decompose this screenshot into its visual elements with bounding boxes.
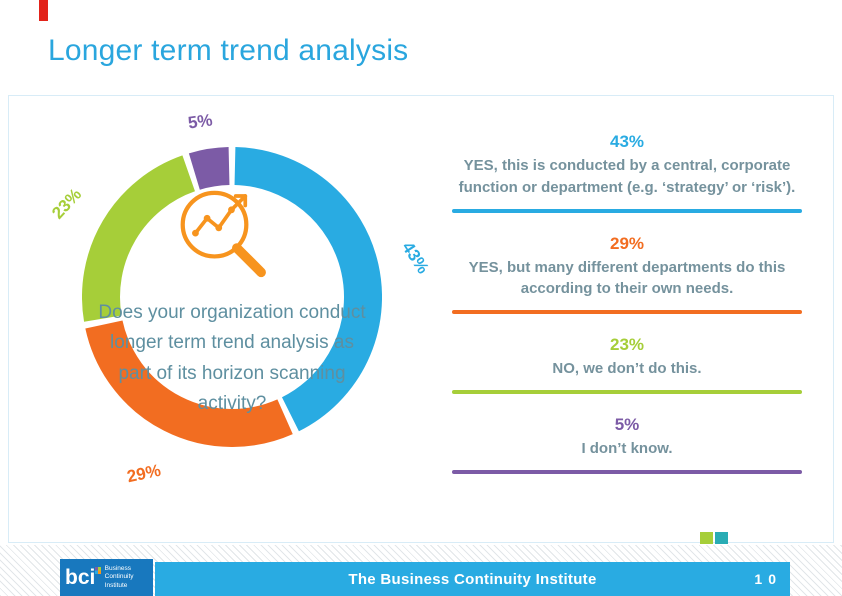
- deco-square: [715, 532, 728, 544]
- deco-square: [700, 532, 713, 544]
- red-accent-bar: [39, 0, 48, 21]
- donut-chart: [82, 147, 382, 447]
- legend-text: NO, we don’t do this.: [552, 360, 702, 377]
- footer-text: The Business Continuity Institute: [348, 570, 597, 588]
- donut-segment: [188, 147, 231, 190]
- legend-percent: 43%: [609, 132, 645, 151]
- donut-question: Does your organization conduct longer te…: [98, 302, 366, 415]
- legend-text: YES, this is conducted by a central, cor…: [458, 157, 796, 196]
- legend-divider: [452, 469, 802, 474]
- donut-label-29: 29%: [125, 460, 163, 487]
- legend-divider: [452, 389, 802, 394]
- page-title: Longer term trend analysis: [48, 34, 409, 67]
- logo-caption-line1: Business Continuity: [104, 565, 134, 581]
- legend: 43% YES, this is conducted by a central,…: [452, 132, 802, 495]
- donut-label-43: 43%: [398, 238, 433, 278]
- logo-caption-line2: Institute: [104, 581, 128, 589]
- donut-label-5: 5%: [186, 110, 214, 133]
- donut-segment: [82, 155, 196, 322]
- donut-segment: [234, 147, 382, 432]
- legend-entry: 43% YES, this is conducted by a central,…: [452, 132, 802, 213]
- logo-dot-icon: [95, 567, 101, 574]
- logo-acronym: bci: [65, 566, 96, 589]
- legend-divider: [452, 310, 802, 314]
- legend-text: I don’t know.: [581, 439, 673, 457]
- magnifier-trend-icon: [180, 190, 266, 278]
- legend-percent: 23%: [609, 335, 645, 354]
- legend-text: YES, but many different departments do t…: [468, 258, 786, 298]
- legend-percent: 5%: [614, 414, 640, 434]
- bci-logo: bci Business Continuity Institute: [60, 559, 153, 596]
- page-number: 10: [754, 571, 782, 587]
- logo-caption: Business Continuity Institute: [105, 565, 148, 589]
- donut-label-23: 23%: [48, 184, 86, 223]
- legend-percent: 29%: [609, 233, 645, 253]
- legend-entry: 5% I don’t know.: [452, 415, 802, 474]
- legend-divider: [452, 208, 802, 213]
- legend-entry: 23% NO, we don’t do this.: [452, 335, 802, 394]
- footer-bar: The Business Continuity Institute 10: [155, 562, 790, 596]
- legend-entry: 29% YES, but many different departments …: [452, 233, 802, 314]
- donut-segment: [85, 320, 293, 447]
